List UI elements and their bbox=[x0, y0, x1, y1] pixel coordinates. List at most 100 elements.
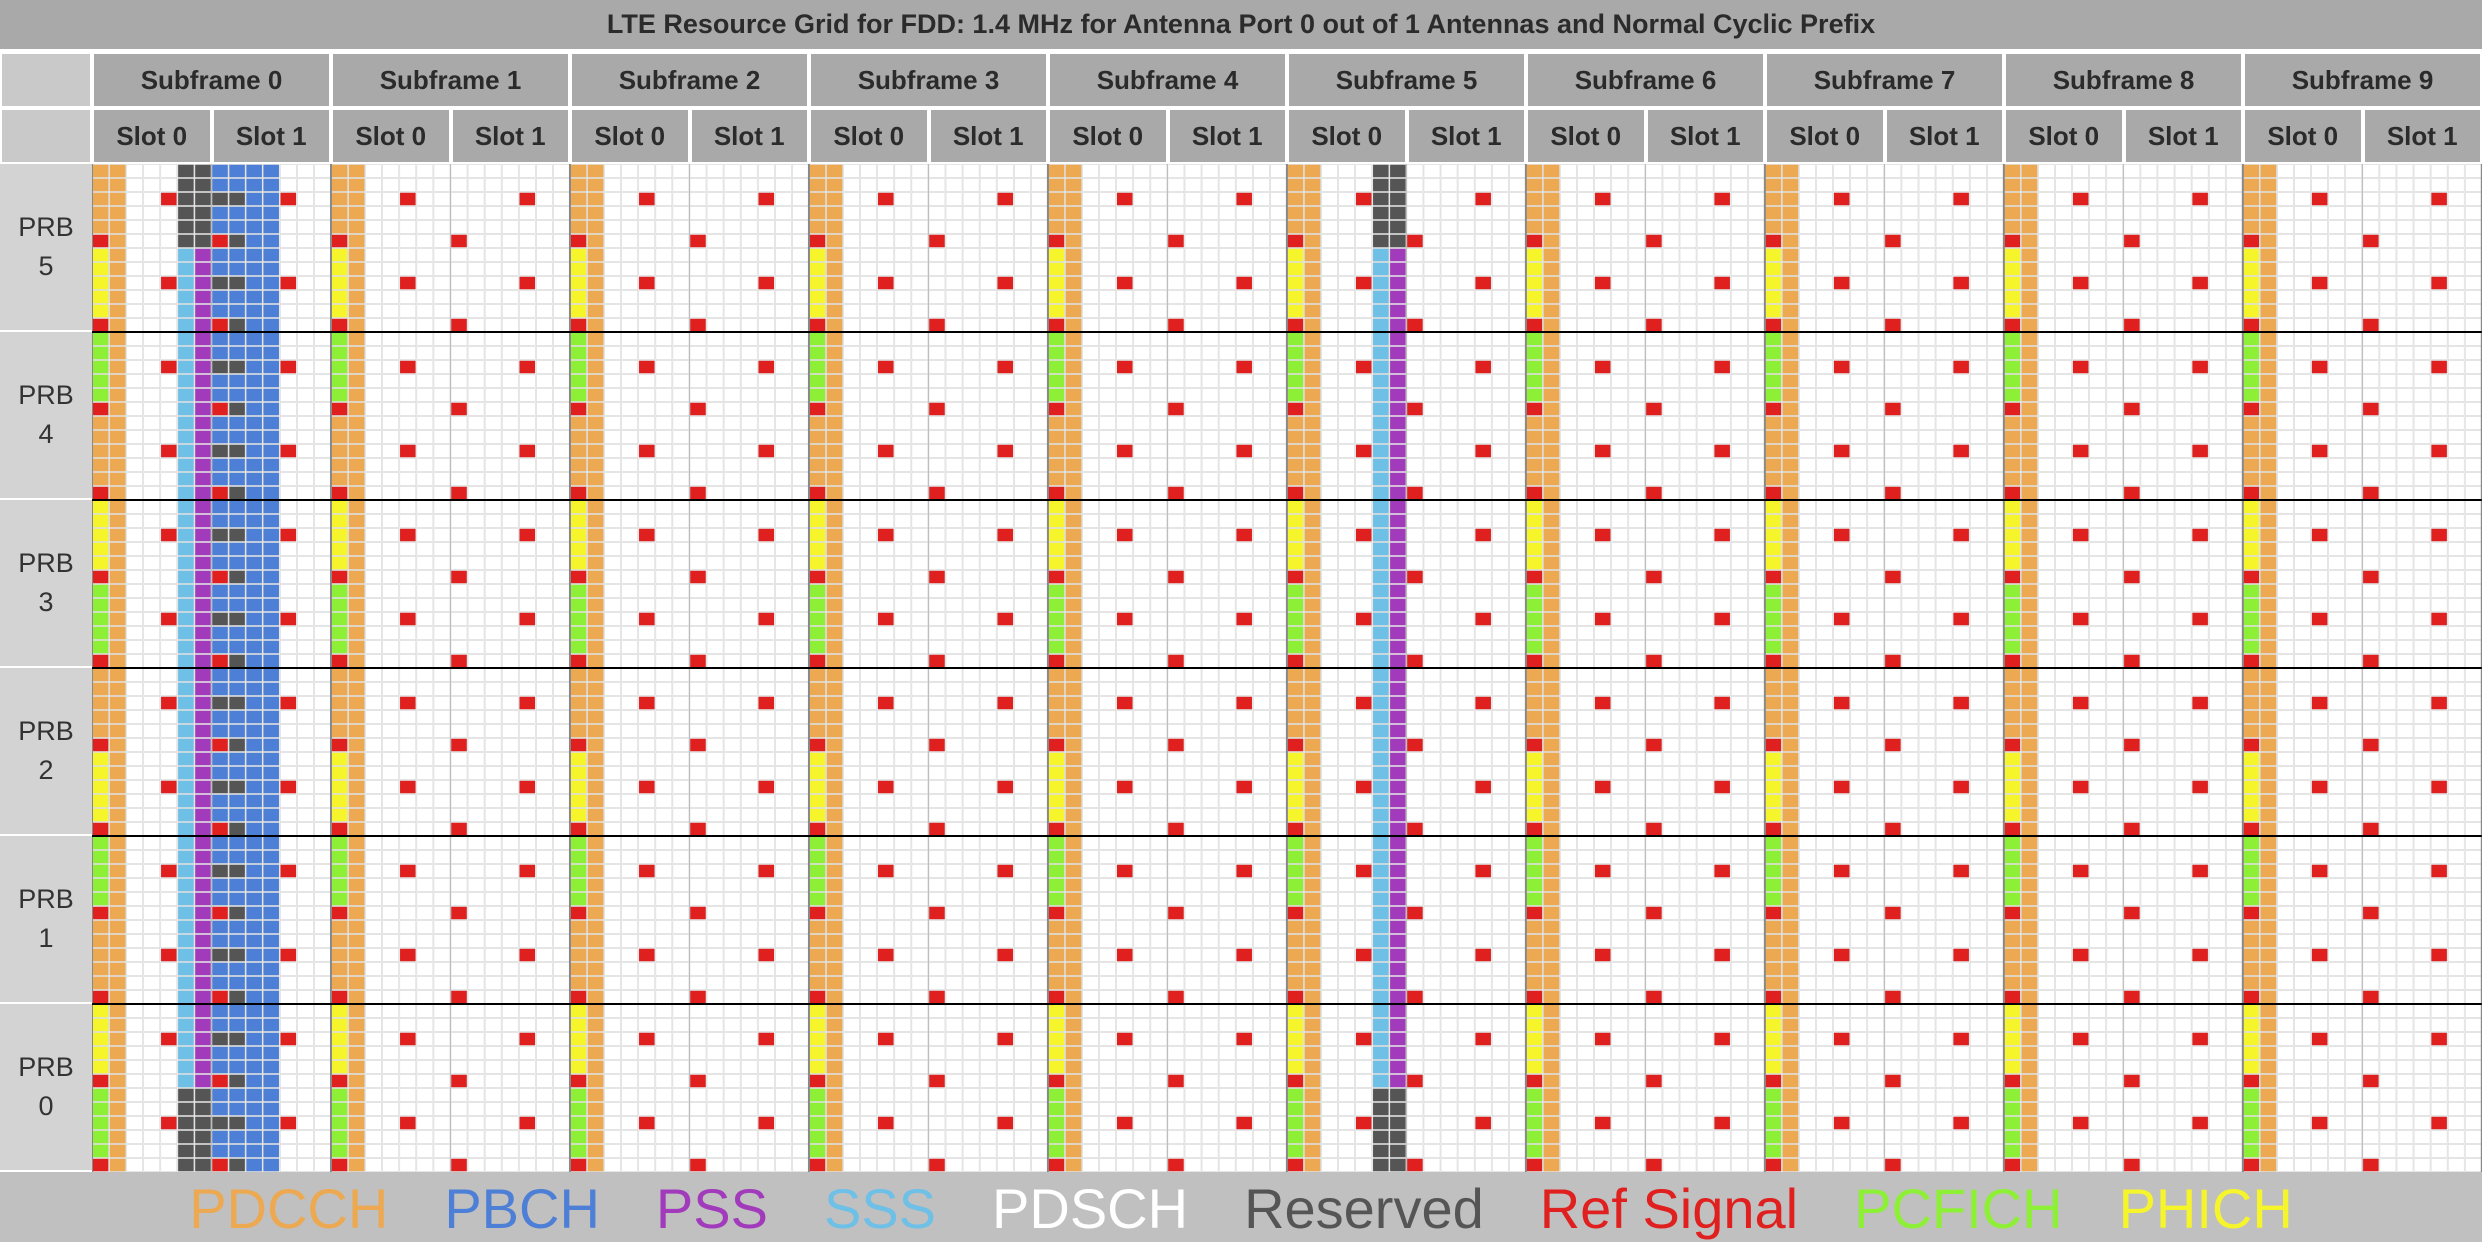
resource-element bbox=[1133, 1018, 1151, 1032]
resource-element bbox=[92, 1116, 109, 1130]
resource-element bbox=[638, 556, 656, 570]
resource-element bbox=[621, 948, 639, 962]
resource-element bbox=[638, 1018, 656, 1032]
resource-element bbox=[314, 164, 331, 178]
resource-element bbox=[894, 402, 912, 416]
resource-element bbox=[433, 794, 451, 808]
resource-element bbox=[1133, 262, 1151, 276]
resource-element bbox=[570, 430, 587, 444]
resource-element bbox=[809, 1074, 826, 1088]
resource-element bbox=[92, 780, 109, 794]
resource-element bbox=[843, 192, 860, 206]
resource-element bbox=[416, 346, 434, 360]
resource-element bbox=[1065, 962, 1082, 976]
resource-element bbox=[894, 696, 912, 710]
resource-element bbox=[1218, 752, 1236, 766]
resource-element bbox=[689, 934, 707, 948]
resource-element bbox=[826, 500, 843, 514]
resource-element bbox=[382, 892, 400, 906]
resource-element bbox=[1065, 248, 1082, 262]
resource-element bbox=[672, 934, 690, 948]
resource-element bbox=[1099, 570, 1117, 584]
resource-element bbox=[774, 724, 792, 738]
resource-element bbox=[740, 332, 758, 346]
resource-element bbox=[945, 752, 963, 766]
resource-element bbox=[792, 794, 809, 808]
resource-element bbox=[843, 822, 860, 836]
resource-element bbox=[1252, 1018, 1270, 1032]
resource-element bbox=[826, 990, 843, 1004]
resource-element bbox=[126, 1060, 144, 1074]
resource-element bbox=[587, 976, 604, 990]
resource-element bbox=[1099, 1018, 1117, 1032]
resource-element bbox=[160, 962, 178, 976]
resource-element bbox=[689, 1102, 707, 1116]
resource-element bbox=[297, 1158, 314, 1172]
resource-element bbox=[962, 892, 980, 906]
resource-element bbox=[314, 878, 331, 892]
resource-element bbox=[297, 864, 314, 878]
resource-element bbox=[109, 612, 126, 626]
resource-element bbox=[109, 878, 126, 892]
resource-element bbox=[1116, 920, 1134, 934]
resource-element bbox=[638, 542, 656, 556]
resource-element bbox=[877, 570, 895, 584]
resource-element bbox=[979, 892, 997, 906]
resource-element bbox=[467, 710, 485, 724]
resource-element bbox=[518, 192, 536, 206]
resource-element bbox=[177, 1116, 195, 1130]
resource-element bbox=[314, 472, 331, 486]
resource-element bbox=[1133, 542, 1151, 556]
resource-element bbox=[843, 584, 860, 598]
resource-element bbox=[774, 430, 792, 444]
grid-title: LTE Resource Grid for FDD: 1.4 MHz for A… bbox=[0, 0, 2482, 52]
resource-element bbox=[638, 696, 656, 710]
resource-element bbox=[604, 304, 621, 318]
resource-element bbox=[92, 752, 109, 766]
resource-element bbox=[1167, 808, 1185, 822]
resource-element bbox=[979, 780, 997, 794]
resource-element bbox=[672, 1130, 690, 1144]
resource-element bbox=[1235, 388, 1253, 402]
resource-element bbox=[92, 1018, 109, 1032]
resource-element bbox=[109, 248, 126, 262]
resource-element bbox=[757, 1004, 775, 1018]
resource-element bbox=[450, 584, 468, 598]
resource-element bbox=[484, 808, 502, 822]
resource-element bbox=[262, 864, 280, 878]
resource-element bbox=[536, 808, 553, 822]
resource-element bbox=[792, 234, 809, 248]
resource-element bbox=[877, 696, 895, 710]
resource-element bbox=[92, 710, 109, 724]
resource-element bbox=[211, 948, 229, 962]
resource-element bbox=[245, 360, 263, 374]
resource-element bbox=[1184, 808, 1202, 822]
resource-element bbox=[860, 822, 878, 836]
resource-element bbox=[177, 808, 195, 822]
resource-element bbox=[331, 892, 348, 906]
resource-element bbox=[1167, 430, 1185, 444]
resource-element bbox=[740, 444, 758, 458]
resource-element bbox=[792, 262, 809, 276]
resource-element bbox=[1201, 738, 1219, 752]
resource-element bbox=[348, 556, 365, 570]
resource-element bbox=[1235, 710, 1253, 724]
resource-element bbox=[911, 906, 929, 920]
resource-element bbox=[604, 584, 621, 598]
resource-element bbox=[894, 318, 912, 332]
resource-element bbox=[757, 542, 775, 556]
resource-element bbox=[1218, 598, 1236, 612]
resource-element bbox=[279, 1046, 297, 1060]
resource-element bbox=[194, 416, 212, 430]
resource-element bbox=[160, 808, 178, 822]
resource-element bbox=[160, 430, 178, 444]
resource-element bbox=[1116, 388, 1134, 402]
resource-element bbox=[1133, 1102, 1151, 1116]
resource-element bbox=[92, 262, 109, 276]
resource-element bbox=[211, 430, 229, 444]
resource-element bbox=[809, 444, 826, 458]
resource-element bbox=[740, 248, 758, 262]
resource-element bbox=[894, 976, 912, 990]
resource-element bbox=[979, 556, 997, 570]
resource-element bbox=[501, 752, 519, 766]
